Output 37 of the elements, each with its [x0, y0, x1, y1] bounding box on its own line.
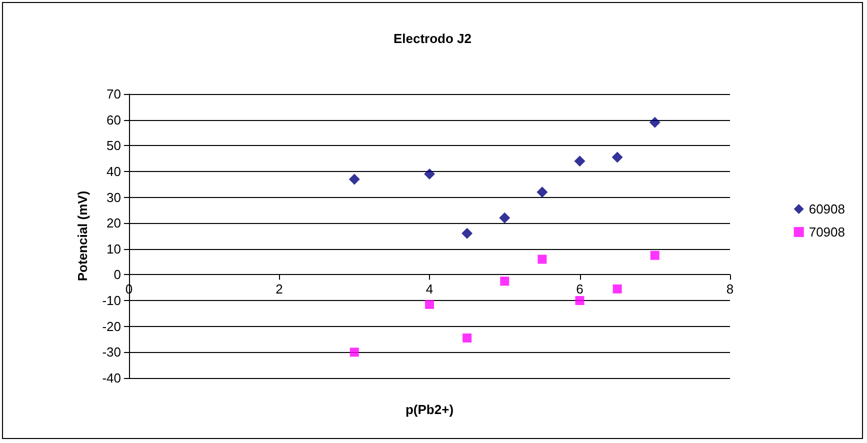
- point: [612, 152, 623, 163]
- point: [350, 348, 359, 357]
- y-tick-label: 40: [106, 164, 121, 179]
- y-tick-label: 10: [106, 241, 121, 256]
- chart-title: Electrodo J2: [393, 31, 472, 46]
- x-axis-title: p(Pb2+): [405, 402, 454, 417]
- legend-label: 60908: [808, 202, 846, 216]
- point: [536, 186, 548, 198]
- x-tick-label: 2: [276, 282, 283, 297]
- point: [650, 250, 660, 260]
- y-tick-label: -30: [102, 344, 121, 360]
- point: [499, 212, 510, 224]
- y-tick-label: 30: [106, 190, 121, 205]
- point: [575, 296, 584, 306]
- point: [574, 156, 586, 167]
- point: [424, 168, 435, 180]
- point: [612, 284, 622, 294]
- y-tick-label: -10: [102, 293, 121, 308]
- x-tick-label: 8: [726, 282, 734, 297]
- y-tick-label: 60: [106, 112, 121, 128]
- y-tick-label: -20: [102, 318, 121, 334]
- point: [649, 116, 660, 128]
- point: [462, 228, 473, 239]
- y-axis-title: Potencial (mV): [75, 190, 90, 282]
- y-tick-label: -40: [102, 370, 121, 386]
- x-tick-label: 6: [576, 282, 584, 297]
- y-tick-label: 0: [114, 267, 121, 282]
- point: [538, 254, 547, 264]
- point: [425, 300, 434, 309]
- point: [500, 276, 510, 286]
- y-tick-label: 70: [106, 86, 121, 102]
- point: [348, 174, 360, 185]
- point: [462, 333, 472, 342]
- x-tick-label: 4: [426, 282, 434, 297]
- legend-label: 70908: [808, 224, 846, 240]
- y-tick-label: 20: [106, 216, 121, 231]
- y-tick-label: 50: [106, 138, 121, 154]
